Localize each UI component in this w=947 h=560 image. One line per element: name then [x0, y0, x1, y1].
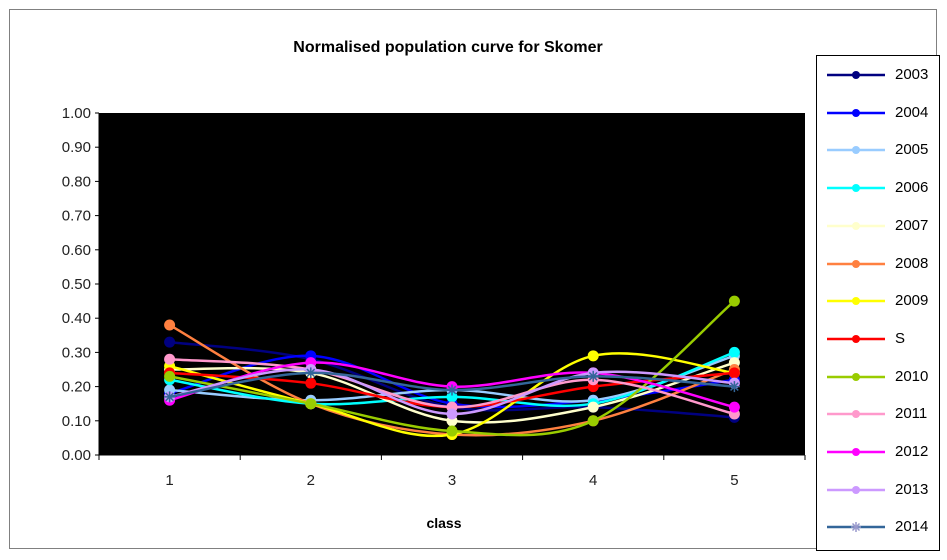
legend-swatch — [827, 221, 885, 230]
legend-swatch — [827, 71, 885, 79]
legend-item-S: S — [817, 324, 939, 354]
y-tick-label: 0.70 — [62, 208, 91, 225]
legend-item-2014: 2014 — [817, 512, 939, 542]
x-axis: 1 2 3 4 5 — [98, 454, 806, 489]
legend-label: 2006 — [895, 179, 929, 197]
legend-label: 2014 — [895, 518, 929, 536]
data-point — [305, 398, 317, 410]
legend-item-2011: 2011 — [817, 399, 939, 429]
y-tick-label: 0.60 — [62, 242, 91, 259]
legend-swatch — [827, 372, 885, 381]
y-tick-label: 0.20 — [62, 379, 91, 396]
legend-item-2004: 2004 — [817, 98, 939, 128]
legend-label: 2005 — [895, 141, 929, 159]
series-layer — [164, 295, 740, 440]
data-point — [728, 295, 740, 307]
data-point — [587, 370, 599, 382]
x-tick-label: 5 — [730, 472, 738, 489]
legend-swatch — [827, 410, 885, 419]
legend-label: 2007 — [895, 216, 929, 234]
legend-swatch — [827, 108, 885, 117]
x-tick-label: 4 — [589, 472, 597, 489]
data-point — [728, 401, 740, 413]
legend-swatch — [827, 485, 885, 494]
y-axis: 0.00 0.10 0.20 0.30 0.40 0.50 0.60 0.70 0.80 0.90… — [62, 105, 100, 464]
legend-label: 2003 — [895, 66, 929, 83]
legend-swatch — [827, 334, 885, 343]
legend-label: 2008 — [895, 254, 929, 272]
legend-item-2006: 2006 — [817, 173, 939, 203]
data-point — [164, 391, 176, 403]
legend-item-2003: 2003 — [817, 60, 939, 90]
y-tick-label: 0.90 — [62, 139, 91, 156]
data-point — [164, 336, 176, 348]
legend-label: 2012 — [895, 443, 929, 460]
x-axis-label: class — [426, 515, 461, 531]
data-point — [305, 377, 317, 389]
data-point — [305, 367, 317, 379]
data-point — [728, 381, 740, 393]
y-tick-label: 0.00 — [62, 447, 91, 464]
series-2014 — [164, 367, 740, 403]
legend-item-2007: 2007 — [817, 211, 939, 241]
x-tick-label: 3 — [448, 472, 456, 489]
legend-swatch — [827, 184, 885, 193]
x-tick-label: 1 — [165, 472, 173, 489]
data-point — [728, 367, 740, 379]
data-point — [587, 401, 599, 413]
legend-item-2008: 2008 — [817, 249, 939, 279]
legend-swatch — [827, 146, 885, 155]
data-point — [587, 415, 599, 427]
data-point — [164, 319, 176, 331]
legend-label: S — [895, 329, 906, 347]
series-2010 — [164, 295, 740, 437]
data-point — [164, 370, 176, 382]
y-tick-label: 0.40 — [62, 310, 91, 327]
data-point — [446, 391, 458, 403]
legend-item-2013: 2013 — [817, 475, 939, 505]
y-tick-label: 0.80 — [62, 173, 91, 190]
legend-swatch — [827, 259, 885, 268]
legend-item-2012: 2012 — [817, 437, 939, 467]
legend-swatch — [827, 297, 885, 306]
legend-label: 2010 — [895, 367, 929, 385]
data-point — [728, 346, 740, 358]
legend-label: 2009 — [895, 292, 929, 310]
legend: 2003 2004 2005 2006 2007 2008 2009 S 2010 2011 201… — [816, 55, 940, 551]
legend-label: 2004 — [895, 103, 929, 121]
y-tick-label: 0.30 — [62, 344, 91, 361]
legend-item-2005: 2005 — [817, 135, 939, 165]
chart-title: Normalised population curve for Skomer — [293, 39, 602, 56]
y-tick-label: 0.50 — [62, 276, 91, 293]
data-point — [587, 350, 599, 362]
data-point — [446, 425, 458, 437]
data-point — [164, 353, 176, 365]
data-point — [446, 408, 458, 420]
legend-label: 2013 — [895, 480, 929, 498]
data-point — [446, 384, 458, 396]
legend-swatch — [827, 522, 885, 533]
legend-item-2009: 2009 — [817, 286, 939, 316]
legend-label: 2011 — [895, 405, 928, 423]
legend-item-2010: 2010 — [817, 362, 939, 392]
y-tick-label: 1.00 — [62, 105, 91, 122]
y-tick-label: 0.10 — [62, 413, 91, 430]
legend-swatch — [827, 448, 885, 456]
x-tick-label: 2 — [307, 472, 315, 489]
